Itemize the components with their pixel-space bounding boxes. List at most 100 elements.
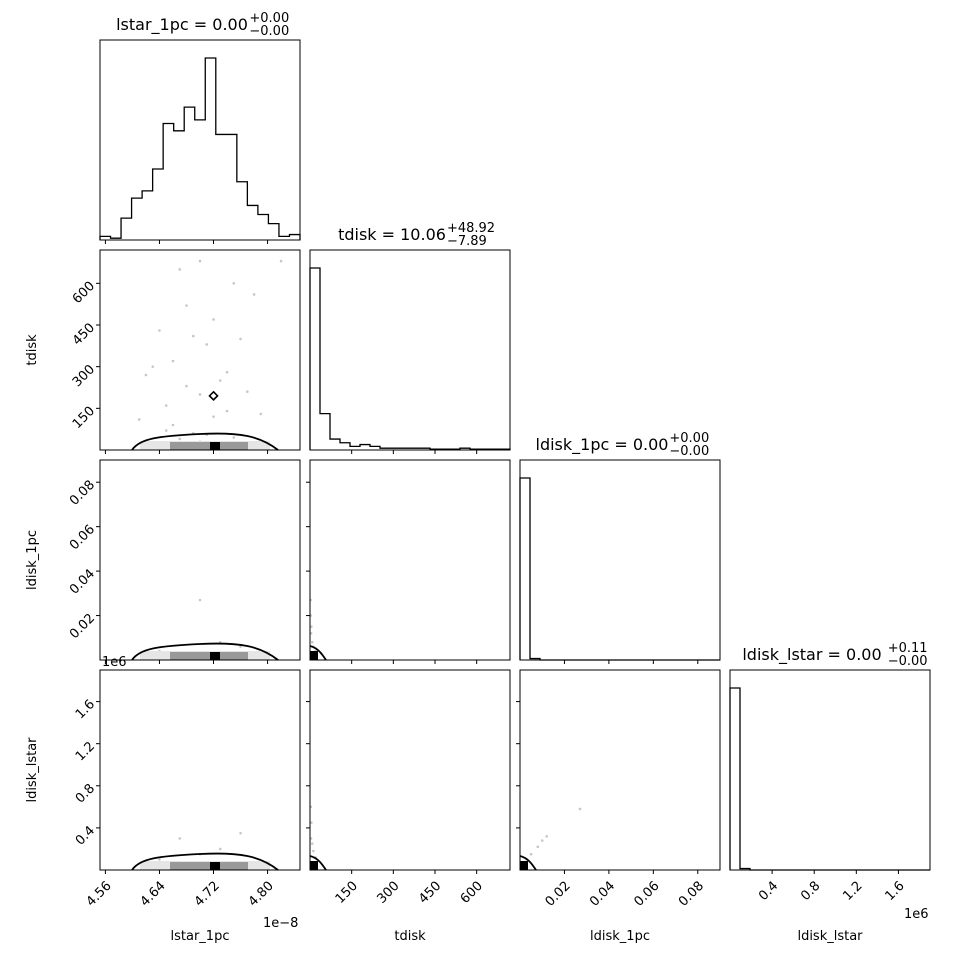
y-axis-label-ldisk_1pc: ldisk_1pc: [25, 530, 40, 590]
title-plus-ldisk_1pc: +0.00: [669, 431, 709, 446]
scatter-point: [158, 858, 161, 861]
scatter-point: [259, 412, 263, 416]
y-axis-label-ldisk_lstar: ldisk_lstar: [25, 737, 40, 803]
scatter-point: [212, 415, 215, 418]
x-tick-label-lstar_1pc: 4.72: [192, 879, 223, 910]
scatter-point: [198, 598, 202, 602]
scatter-point: [158, 329, 161, 332]
scatter-point: [252, 293, 256, 296]
title-minus-ldisk_1pc: −0.00: [669, 444, 709, 459]
panel-2-2: [519, 459, 721, 664]
title-lstar_1pc: lstar_1pc = 0.00: [116, 15, 248, 35]
title-plus-tdisk: +48.92: [447, 221, 495, 236]
density-contour: [131, 432, 279, 451]
x-tick-label-ldisk_lstar: 1.6: [882, 879, 907, 904]
scatter-point: [212, 318, 215, 321]
x-tick-label-ldisk_1pc: 0.06: [632, 879, 663, 910]
panel-frame: [519, 459, 721, 661]
x-tick-label-ldisk_1pc: 0.08: [676, 879, 707, 910]
scatter-point: [239, 337, 242, 341]
x-tick-label-ldisk_lstar: 1.2: [840, 879, 865, 904]
scatter-point: [540, 839, 544, 842]
y-tick-label-tdisk: 450: [70, 320, 98, 348]
density-contour: [519, 855, 537, 871]
y-tick-label-ldisk_1pc: 0.04: [67, 567, 98, 598]
histogram-ldisk_1pc: [519, 477, 720, 661]
histogram-lstar_1pc: [99, 57, 301, 240]
title-plus-ldisk_lstar: +0.11: [888, 641, 928, 656]
scatter-point: [185, 384, 188, 388]
density-peak: [310, 651, 318, 660]
panel-0-0: [99, 39, 301, 244]
panel-2-1: [306, 459, 511, 664]
x-tick-label-ldisk_1pc: 0.04: [587, 879, 618, 910]
scatter-point: [245, 390, 249, 393]
median-marker: [208, 390, 219, 401]
scatter-point: [171, 359, 175, 363]
panel-frame: [309, 249, 511, 451]
density-core: [170, 862, 248, 870]
scatter-point: [164, 429, 168, 432]
scatter-point: [279, 259, 283, 263]
y-tick-label-tdisk: 600: [70, 279, 98, 307]
x-tick-label-lstar_1pc: 4.56: [84, 879, 115, 910]
title-minus-lstar_1pc: −0.00: [249, 24, 289, 39]
scatter-point: [198, 393, 202, 396]
panel-frame: [309, 459, 511, 661]
density-peak: [520, 861, 528, 870]
scatter-point: [218, 379, 222, 382]
scatter-point: [545, 835, 548, 838]
scatter-point: [205, 343, 209, 346]
scatter-point: [185, 304, 188, 307]
scatter-point: [198, 259, 202, 263]
density-core: [170, 652, 248, 660]
x-offset-label-lstar_1pc: 1e−8: [263, 916, 298, 931]
title-tdisk: tdisk = 10.06: [338, 225, 446, 244]
panel-frame: [519, 669, 721, 871]
x-axis-label-ldisk_1pc: ldisk_1pc: [590, 929, 650, 944]
panel-1-1: [309, 249, 511, 454]
scatter-point: [144, 373, 148, 377]
density-peak: [210, 442, 220, 450]
x-tick-label-tdisk: 150: [333, 879, 361, 907]
panel-3-0: [96, 669, 301, 874]
density-contour: [131, 852, 279, 871]
scatter-point: [529, 852, 533, 856]
y-tick-label-ldisk_lstar: 1.2: [73, 739, 98, 764]
x-tick-label-lstar_1pc: 4.80: [246, 879, 277, 910]
histogram-tdisk: [309, 267, 511, 450]
x-axis-label-lstar_1pc: lstar_1pc: [171, 929, 230, 944]
panel-frame: [729, 669, 931, 871]
scatter-point: [164, 404, 168, 407]
panel-frame: [309, 669, 511, 871]
y-tick-label-ldisk_1pc: 0.08: [67, 478, 98, 509]
scatter-point: [239, 831, 242, 835]
scatter-point: [137, 418, 141, 421]
density-core: [170, 442, 248, 450]
panel-3-3: [729, 669, 931, 874]
scatter-point: [218, 847, 222, 851]
y-tick-label-ldisk_lstar: 1.6: [73, 697, 98, 722]
x-offset-label-ldisk_lstar: 1e6: [904, 907, 929, 922]
scatter-point: [171, 423, 175, 427]
y-tick-label-ldisk_lstar: 0.4: [73, 823, 98, 848]
scatter-point: [310, 640, 314, 644]
title-minus-tdisk: −7.89: [447, 234, 487, 249]
panel-3-2: [516, 669, 721, 874]
title-minus-ldisk_lstar: −0.00: [888, 654, 928, 669]
title-ldisk_1pc: ldisk_1pc = 0.00: [536, 435, 669, 455]
panel-3-1: [306, 669, 511, 874]
scatter-point: [578, 807, 582, 811]
x-tick-label-ldisk_1pc: 0.02: [543, 879, 574, 910]
scatter-point: [310, 625, 313, 628]
scatter-point: [310, 842, 314, 845]
y-tick-label-ldisk_1pc: 0.06: [67, 522, 98, 553]
y-axis-label-tdisk: tdisk: [25, 334, 40, 366]
y-tick-label-ldisk_lstar: 0.8: [73, 781, 98, 806]
density-peak: [210, 862, 220, 870]
scatter-point: [151, 365, 155, 368]
panel-1-0: [96, 249, 301, 454]
y-offset-label-ldisk_lstar: 1e6: [102, 655, 127, 670]
x-tick-label-ldisk_lstar: 0.4: [756, 879, 781, 904]
